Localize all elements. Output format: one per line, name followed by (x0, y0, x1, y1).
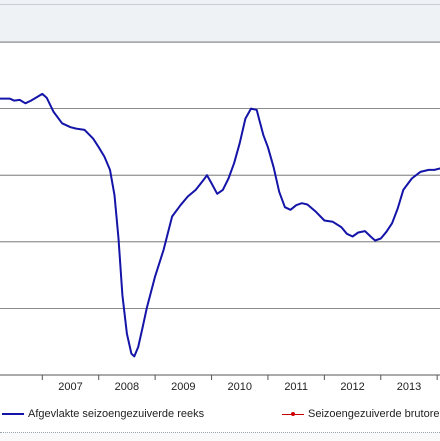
legend-swatch-raw (282, 411, 304, 416)
series-line-smoothed (0, 92, 440, 358)
header-divider (0, 4, 440, 5)
x-tick-label-2012: 2012 (340, 381, 364, 393)
grid-lines (0, 41, 440, 380)
series-layer (0, 92, 440, 358)
legend-item-smoothed: Afgevlakte seizoengezuiverde reeks (2, 408, 204, 420)
legend: Afgevlakte seizoengezuiverde reeks Seizo… (0, 400, 440, 428)
x-tick-label-2009: 2009 (171, 381, 195, 393)
x-tick-label-2007: 2007 (58, 381, 82, 393)
chart-header-band (0, 0, 440, 43)
legend-item-raw: Seizoengezuiverde brutoreeks (282, 408, 440, 420)
x-tick-label-2008: 2008 (115, 381, 139, 393)
line-chart: 20072008200920102011201220132014 (0, 41, 440, 393)
footer-band (0, 432, 440, 441)
legend-swatch-smoothed (2, 413, 24, 415)
legend-label-smoothed: Afgevlakte seizoengezuiverde reeks (28, 408, 205, 420)
x-tick-label-2010: 2010 (228, 381, 252, 393)
x-tick-label-2011: 2011 (284, 381, 308, 393)
x-axis-tick-labels: 20072008200920102011201220132014 (58, 381, 421, 393)
x-tick-label-2013: 2013 (397, 381, 421, 393)
legend-label-raw: Seizoengezuiverde brutoreeks (308, 408, 440, 420)
